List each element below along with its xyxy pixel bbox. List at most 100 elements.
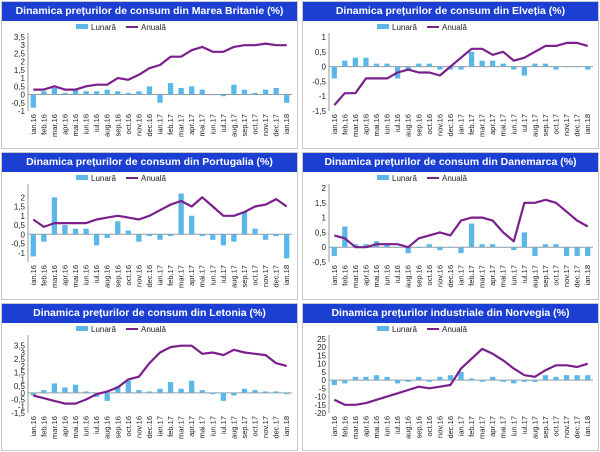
x-tick-label: apr.16: [361, 114, 370, 135]
monthly-bar: [384, 63, 390, 67]
monthly-bar: [405, 247, 411, 254]
legend-annual-label: Anuală: [141, 325, 166, 334]
x-tick-label: feb.16: [39, 416, 48, 437]
x-tick-label: mai.16: [372, 265, 381, 288]
chart-title-switzerland: Dinamica prețurilor de consum din Elveți…: [303, 2, 598, 21]
monthly-bar: [468, 223, 475, 248]
y-tick-label: 2: [21, 362, 26, 371]
x-tick-label: iun.17: [509, 416, 518, 436]
x-tick-label: oct.16: [124, 416, 133, 436]
monthly-bar: [384, 376, 390, 381]
x-tick-label: iul.16: [92, 416, 101, 434]
monthly-bar: [542, 63, 549, 67]
monthly-bar: [574, 66, 580, 68]
monthly-bar: [262, 234, 269, 240]
monthly-bar: [83, 228, 89, 235]
monthly-bar: [532, 247, 538, 257]
monthly-bar: [521, 66, 527, 76]
x-tick-label: aug.17: [530, 416, 539, 439]
y-tick-label: -1: [18, 107, 26, 116]
x-tick-label: ian.17: [156, 265, 165, 285]
monthly-bar: [284, 94, 290, 103]
x-tick-label: iul.17: [520, 114, 529, 132]
x-tick-label: aug.17: [530, 265, 539, 288]
monthly-bar: [521, 232, 527, 248]
y-tick-label: 0,5: [315, 48, 327, 57]
monthly-bar: [373, 63, 380, 67]
x-tick-label: aug.17: [229, 265, 238, 288]
legend-annual-label: Anuală: [442, 174, 467, 183]
monthly-bar: [146, 391, 153, 393]
x-tick-label: mar.16: [351, 114, 360, 137]
monthly-bar: [72, 228, 79, 235]
chart-title-latvia: Dinamica prețurilor de consum din Letoni…: [2, 304, 297, 323]
monthly-bar: [62, 92, 68, 95]
monthly-bar: [563, 247, 570, 257]
y-tick-label: 2: [21, 193, 26, 202]
x-tick-label: feb.16: [39, 265, 48, 286]
monthly-bar: [220, 94, 226, 97]
y-tick-label: -0,5: [312, 77, 326, 86]
x-tick-label: apr.17: [488, 416, 497, 437]
chart-panel-norway: Dinamica prețurilor industriale din Norv…: [302, 303, 599, 451]
annual-line: [333, 41, 589, 106]
monthly-bar: [157, 94, 163, 103]
x-tick-label: oct.16: [124, 114, 133, 134]
x-tick-label: mar.16: [50, 114, 59, 137]
x-tick-label: ian.16: [29, 114, 38, 134]
x-tick-label: feb.17: [166, 265, 175, 286]
x-tick-label: ian.17: [156, 114, 165, 134]
x-tick-label: iul.17: [219, 416, 228, 434]
x-tick-label: nov.17: [562, 114, 571, 136]
monthly-bar: [115, 386, 121, 393]
x-tick-label: feb.17: [467, 416, 476, 437]
monthly-bar: [262, 89, 269, 95]
y-tick-label: 0,5: [14, 382, 26, 391]
x-tick-label: dec.17: [573, 416, 582, 439]
monthly-bar: [331, 247, 337, 257]
x-tick-label: feb.16: [340, 416, 349, 437]
monthly-bar: [395, 380, 401, 384]
x-tick-label: oct.17: [552, 265, 561, 285]
monthly-bar: [416, 376, 422, 381]
x-tick-label: ian.16: [330, 114, 339, 134]
legend-annual-label: Anuală: [141, 174, 166, 183]
monthly-bar: [521, 380, 527, 382]
x-tick-label: sep.17: [541, 265, 550, 288]
x-tick-label: oct.16: [425, 114, 434, 134]
y-tick-label: -10: [314, 393, 326, 402]
x-tick-label: sep.16: [113, 265, 122, 288]
y-tick-label: 15: [317, 351, 326, 360]
x-tick-label: apr.17: [187, 114, 196, 135]
legend-monthly-swatch: [377, 326, 389, 331]
monthly-bar: [585, 247, 591, 257]
monthly-bar: [199, 89, 205, 95]
x-tick-label: dec.16: [145, 114, 154, 137]
monthly-bar: [490, 244, 496, 248]
monthly-bar: [426, 380, 432, 382]
x-tick-label: mar.16: [50, 416, 59, 439]
x-tick-label: sep.16: [113, 114, 122, 137]
x-tick-label: sep.16: [414, 416, 423, 439]
monthly-bar: [511, 247, 517, 251]
x-tick-label: aug.17: [530, 114, 539, 137]
x-tick-label: iul.16: [92, 114, 101, 132]
y-tick-label: -0,5: [11, 396, 25, 405]
x-tick-label: nov.17: [562, 265, 571, 287]
x-tick-label: ian.18: [583, 114, 592, 134]
monthly-bar: [72, 384, 79, 393]
legend-annual-label: Anuală: [141, 23, 166, 32]
monthly-bar: [167, 83, 174, 95]
y-tick-label: 1: [21, 74, 26, 83]
legend-monthly-swatch: [76, 24, 88, 29]
x-tick-label: aug.16: [404, 265, 413, 288]
monthly-bar: [104, 89, 110, 95]
monthly-bar: [115, 221, 121, 235]
chart-panel-switzerland: Dinamica prețurilor de consum din Elveți…: [302, 1, 599, 149]
y-tick-label: -1,5: [11, 409, 25, 418]
monthly-bar: [284, 234, 290, 259]
monthly-bar: [136, 91, 142, 95]
annual-line: [32, 196, 288, 229]
